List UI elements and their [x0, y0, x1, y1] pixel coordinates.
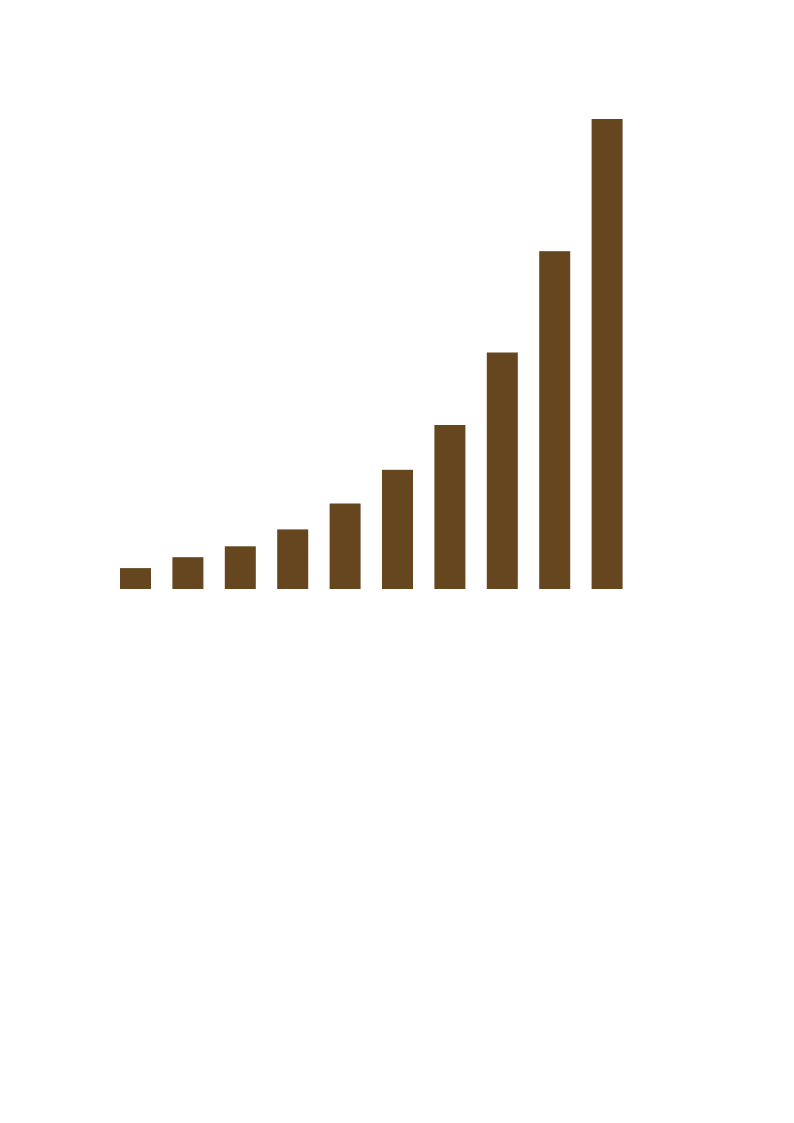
bar-4 — [277, 529, 309, 589]
bar-1 — [120, 568, 151, 589]
bar-10 — [591, 119, 623, 589]
bar-2 — [172, 557, 204, 589]
bar-6 — [382, 469, 413, 589]
bar-9 — [539, 251, 571, 589]
bar-3 — [224, 546, 256, 589]
bar-5 — [329, 503, 361, 589]
bar-group — [120, 119, 623, 589]
bar-8 — [486, 352, 518, 589]
bar-7 — [434, 425, 466, 589]
